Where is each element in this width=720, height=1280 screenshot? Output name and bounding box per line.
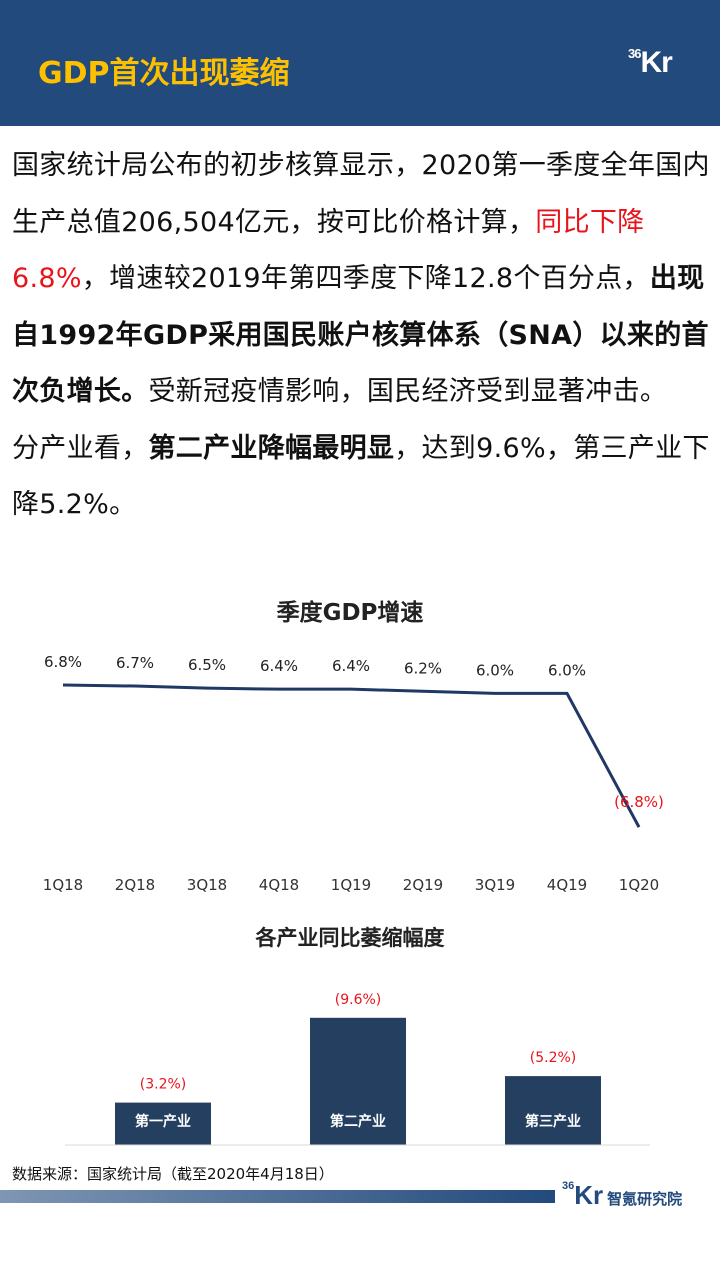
bar-chart-title: 各产业同比萎缩幅度 xyxy=(255,926,445,950)
highlight-red: 同比下降6.8% xyxy=(12,206,645,295)
x-tick-label: 1Q18 xyxy=(43,876,83,894)
text: 受新冠疫情影响，国民经济受到显著冲击。 xyxy=(148,376,668,407)
highlight-bold: 第二产业降幅最明显 xyxy=(148,432,395,464)
data-label: 6.8% xyxy=(44,653,82,671)
bar xyxy=(310,1017,406,1145)
data-label: (6.8%) xyxy=(614,793,664,811)
line-chart-title: 季度GDP增速 xyxy=(277,599,424,626)
x-tick-label: 2Q18 xyxy=(115,876,155,894)
bar-category-label: 第一产业 xyxy=(135,1113,191,1130)
bar-data-label: (5.2%) xyxy=(530,1050,577,1066)
x-tick-label: 3Q19 xyxy=(475,876,515,894)
text: ，增速较2019年第四季度下降12.8个百分点， xyxy=(81,263,650,294)
x-tick-label: 2Q19 xyxy=(403,876,443,894)
36kr-logo: 36Kr xyxy=(628,46,673,79)
body-text: 国家统计局公布的初步核算显示，2020第一季度全年国内生产总值206,504亿元… xyxy=(12,138,712,534)
x-tick-label: 1Q20 xyxy=(619,876,659,894)
highlight-bold: 出现自1992年GDP采用国民账户核算体系（SNA）以来的首次负增长。 xyxy=(12,263,709,407)
data-label: 6.7% xyxy=(116,654,154,672)
data-label: 6.0% xyxy=(548,661,586,679)
bar-category-label: 第二产业 xyxy=(330,1113,386,1130)
text: ，达到9.6%，第三产业下降5.2%。 xyxy=(12,432,710,521)
text: 国家统计局公布的初步核算显示，2020第一季度全年国内生产总值206,504亿元… xyxy=(12,150,710,238)
data-label: 6.4% xyxy=(260,657,298,675)
bar-data-label: (3.2%) xyxy=(140,1077,187,1093)
bar xyxy=(505,1076,601,1145)
charts: 季度GDP增速 各产业同比萎缩幅度 6.8% 1Q18 6.7% 2Q18 6.5% 3Q… xyxy=(43,599,664,1146)
x-tick-label: 4Q19 xyxy=(547,876,587,894)
x-tick-label: 4Q18 xyxy=(259,876,299,894)
bar-category-label: 第三产业 xyxy=(525,1113,581,1130)
footer-logo: 36Kr 智氪研究院 xyxy=(562,1180,683,1210)
data-label: 6.5% xyxy=(188,656,226,674)
page-title: GDP首次出现萎缩 xyxy=(38,56,290,91)
source-note: 数据来源：国家统计局（截至2020年4月18日） xyxy=(12,1165,334,1183)
x-tick-label: 1Q19 xyxy=(331,876,371,894)
gdp-line xyxy=(62,683,641,828)
x-tick-label: 3Q18 xyxy=(187,876,227,894)
data-label: 6.0% xyxy=(476,661,514,679)
bar-data-label: (9.6%) xyxy=(335,992,382,1008)
institute-name: 智氪研究院 xyxy=(607,1191,683,1208)
header: GDP首次出现萎缩 36Kr xyxy=(0,0,720,126)
bar xyxy=(115,1102,211,1145)
data-label: 6.4% xyxy=(332,657,370,675)
text: 分产业看， xyxy=(12,432,149,464)
footer-bar xyxy=(0,1190,555,1203)
data-label: 6.2% xyxy=(404,659,442,677)
